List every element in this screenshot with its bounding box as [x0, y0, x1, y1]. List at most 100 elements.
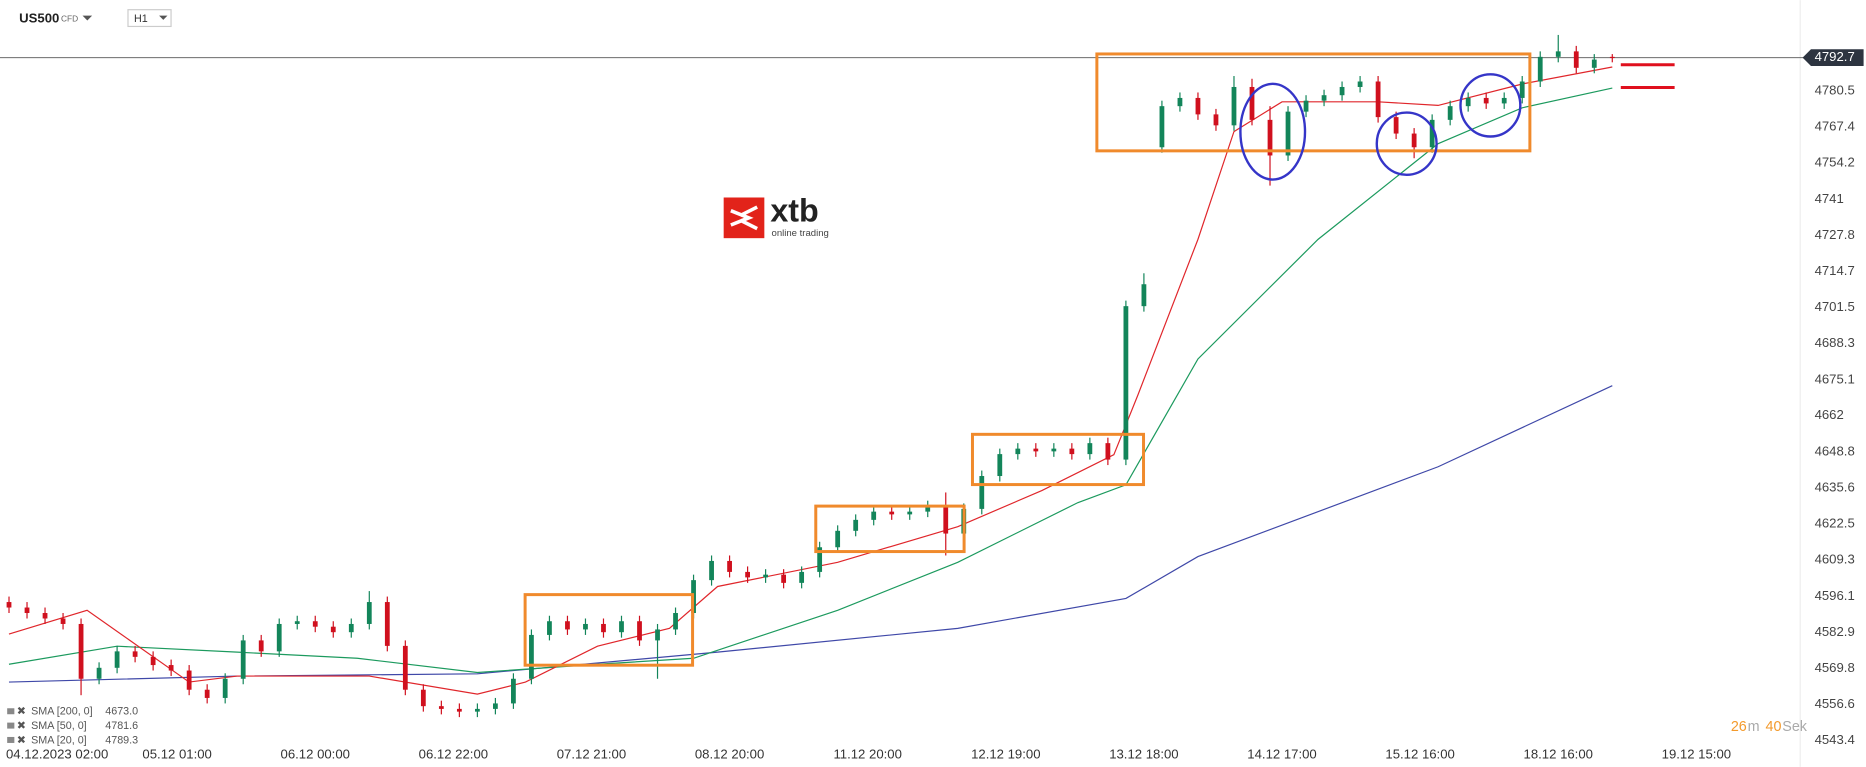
y-tick-label: 4675.1	[1815, 371, 1855, 386]
candle-body	[1195, 97, 1201, 115]
candle-body	[655, 629, 660, 641]
sma-line	[8, 87, 1613, 674]
candle-body	[583, 623, 588, 630]
y-tick-label: 4648.8	[1815, 443, 1855, 458]
candle-body	[1285, 111, 1291, 156]
candle-body	[1249, 86, 1255, 120]
sma-line	[8, 385, 1613, 683]
x-tick-label: 06.12 00:00	[281, 746, 350, 761]
y-tick-label: 4582.9	[1815, 624, 1855, 639]
candle-body	[907, 511, 913, 515]
candle-body	[1483, 97, 1489, 104]
candle-body	[835, 530, 841, 548]
candle-body	[511, 678, 516, 704]
logo-x	[730, 205, 758, 231]
candle-body	[438, 706, 444, 709]
x-tick-label: 05.12 01:00	[142, 746, 211, 761]
circle-marker	[1459, 73, 1522, 138]
y-tick-label: 4741	[1815, 191, 1844, 206]
legend-name: SMA [50, 0]	[31, 720, 87, 732]
y-tick-label: 4569.8	[1815, 660, 1855, 675]
candle-body	[1339, 86, 1345, 96]
candle-body	[817, 547, 823, 572]
candle-body	[186, 670, 192, 690]
timer-seconds: 40	[1766, 719, 1782, 735]
circle-marker	[1239, 82, 1307, 181]
candle-body	[943, 506, 949, 534]
candle-body	[276, 623, 282, 652]
candle-body	[1519, 81, 1525, 98]
candle-body	[402, 645, 408, 690]
legend-close[interactable]: ✖	[17, 720, 26, 732]
candle-body	[1231, 86, 1237, 126]
candle-body	[384, 602, 390, 646]
legend-icon	[7, 708, 15, 715]
y-tick-label: 4701.5	[1815, 299, 1855, 314]
candle-body	[1375, 81, 1381, 118]
candle-body	[727, 560, 732, 572]
circles	[1239, 73, 1522, 181]
candle-body	[1213, 114, 1219, 126]
candle-body	[1609, 56, 1615, 59]
logo-tagline: online trading	[772, 228, 829, 239]
candle-body	[1447, 106, 1453, 120]
interval[interactable]: H1	[134, 13, 148, 25]
y-tick-label: 4556.6	[1815, 696, 1855, 711]
candle-body	[1177, 97, 1183, 107]
candle-body	[925, 506, 931, 512]
legend-icon	[7, 722, 15, 729]
candle-body	[1069, 448, 1075, 455]
x-tick-label: 11.12 20:00	[833, 746, 901, 761]
candle-body	[1573, 51, 1579, 68]
y-tick-label: 4609.3	[1815, 552, 1855, 567]
candle-body	[619, 621, 624, 633]
range-box	[970, 432, 1146, 487]
legend-icon	[7, 736, 15, 743]
candle-body	[456, 708, 462, 712]
candle-body	[1087, 443, 1093, 455]
candle-body	[150, 656, 156, 666]
candle-body	[78, 623, 84, 679]
x-tick-label: 13.12 18:00	[1109, 746, 1178, 761]
candle-body	[1555, 51, 1561, 57]
candle-body	[366, 602, 372, 624]
interval-box[interactable]	[127, 9, 172, 28]
x-tick-label: 04.12.2023 02:00	[6, 746, 108, 761]
candle-body	[763, 574, 769, 578]
legend-close[interactable]: ✖	[17, 706, 26, 718]
candle-body	[1267, 119, 1273, 156]
timer-seconds-unit: Sek	[1782, 719, 1808, 735]
candle-body	[565, 621, 570, 630]
candle-body	[709, 560, 714, 581]
symbol-kind: CFD	[61, 13, 78, 23]
timer-minutes-unit: m	[1748, 719, 1760, 735]
sma-line	[8, 66, 1613, 695]
legend-close[interactable]: ✖	[17, 734, 26, 746]
candle-body	[529, 634, 534, 679]
x-tick-label: 15.12 16:00	[1385, 746, 1454, 761]
candle-body	[348, 623, 354, 633]
y-tick-label: 4780.5	[1815, 83, 1855, 98]
candle-body	[1537, 56, 1543, 82]
symbol-dropdown[interactable]	[82, 15, 93, 21]
x-tick-label: 07.12 21:00	[557, 746, 626, 761]
candle-body	[1105, 443, 1111, 460]
range-box	[1095, 52, 1532, 153]
legend-name: SMA [200, 0]	[31, 706, 93, 718]
x-tick-label: 18.12 16:00	[1524, 746, 1593, 761]
candle-body	[1159, 106, 1165, 148]
last-price-label: 4792.7	[1815, 49, 1855, 64]
symbol[interactable]: US500	[19, 11, 59, 26]
candle-body	[547, 621, 552, 635]
y-tick-label: 4767.4	[1815, 118, 1855, 133]
interval-dropdown	[159, 15, 168, 20]
candle-body	[601, 623, 606, 633]
candle-body	[114, 651, 120, 668]
range-box	[814, 504, 966, 554]
y-tick-label: 4543.4	[1815, 732, 1855, 747]
candle-body	[493, 703, 498, 709]
candle-body	[258, 640, 264, 652]
candle-body	[1033, 448, 1039, 452]
candle-body	[294, 621, 300, 624]
